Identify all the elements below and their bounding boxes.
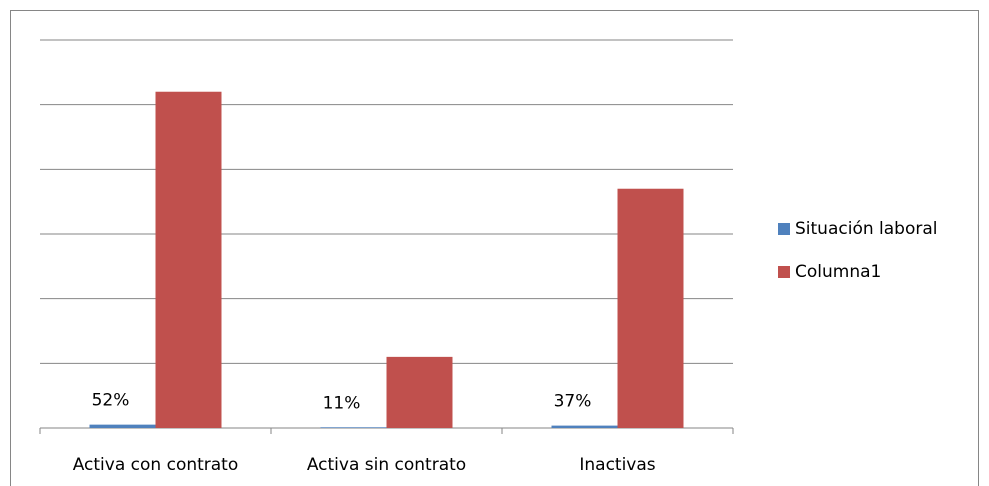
legend-label: Situación laboral [795, 219, 937, 239]
x-tick-label: Activa con contrato [73, 455, 239, 475]
data-label: 37% [554, 392, 592, 412]
legend-label: Columna1 [795, 262, 881, 282]
bar [89, 424, 156, 428]
bar [320, 427, 387, 428]
bar [386, 356, 453, 428]
x-tick-label: Inactivas [579, 455, 655, 475]
data-label: 11% [323, 393, 361, 413]
bar [617, 188, 684, 428]
data-label: 52% [92, 391, 130, 411]
bar [551, 425, 618, 428]
legend-swatch [778, 223, 790, 235]
legend-swatch [778, 266, 790, 278]
x-tick-label: Activa sin contrato [307, 455, 466, 475]
bar [155, 91, 222, 428]
